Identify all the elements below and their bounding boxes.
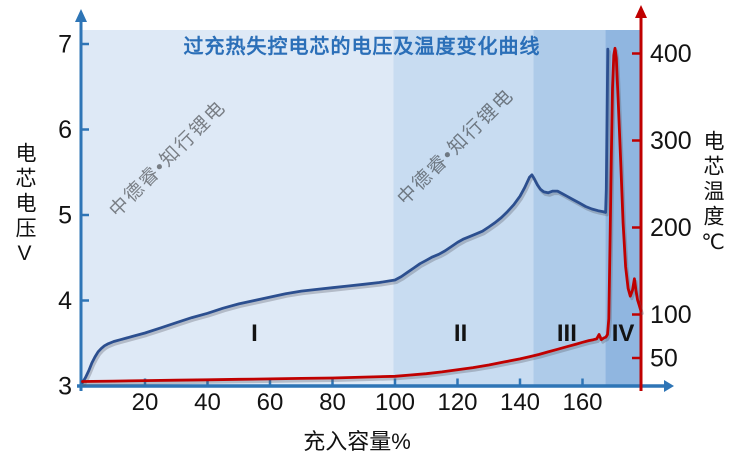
stage-region-III [533, 30, 606, 386]
x-tick-label: 60 [257, 389, 284, 416]
cell-voltage-curve-shadow [82, 50, 611, 387]
right-axis-arrow [635, 5, 647, 18]
right-tick-label: 200 [650, 214, 692, 242]
right-tick-label: 300 [650, 127, 692, 155]
stage-region-I [82, 30, 394, 386]
x-tick-label: 140 [500, 389, 540, 416]
x-tick-label: 120 [437, 389, 477, 416]
cell-temperature-curve [81, 46, 643, 383]
x-tick-label: 160 [562, 389, 602, 416]
x-tick-label: 80 [319, 389, 346, 416]
left-axis-arrow [75, 9, 87, 22]
x-tick-label: 40 [194, 389, 221, 416]
right-tick-label: 400 [650, 40, 692, 68]
right-tick-label: 50 [650, 345, 678, 373]
right-tick-label: 100 [650, 301, 692, 329]
region-label-III: III [557, 320, 577, 347]
left-tick-label: 7 [58, 31, 72, 59]
chart-title: 过充热失控电芯的电压及温度变化曲线 [183, 36, 541, 58]
x-tick-label: 20 [132, 389, 159, 416]
x-tick-label: 100 [375, 389, 415, 416]
region-label-I: I [251, 320, 258, 347]
x-axis-arrow [664, 380, 674, 392]
left-tick-label: 6 [58, 116, 72, 144]
region-label-IV: IV [612, 320, 635, 347]
left-tick-label: 3 [58, 373, 72, 401]
right-axis-title: 电芯温度℃ [701, 130, 724, 258]
cell-voltage-curve [81, 47, 610, 384]
region-label-II: II [454, 320, 467, 347]
left-tick-label: 5 [58, 202, 72, 230]
left-axis-title: 电芯电压V [13, 142, 36, 269]
left-tick-label: 4 [58, 287, 72, 315]
x-axis-title: 充入容量% [303, 429, 411, 454]
